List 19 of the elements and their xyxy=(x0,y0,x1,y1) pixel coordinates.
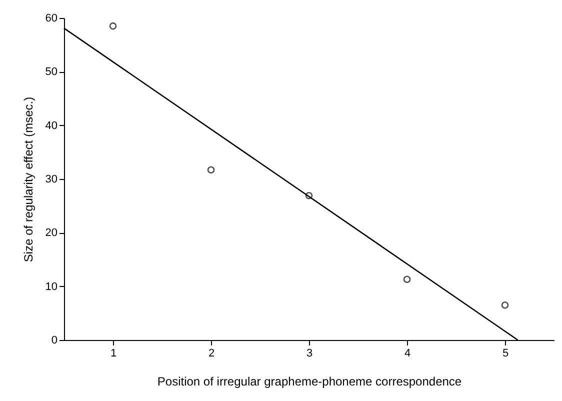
point xyxy=(109,22,117,30)
point xyxy=(207,166,215,174)
y-tick-label: 60 xyxy=(45,12,58,24)
y-tick-label: 0 xyxy=(51,334,58,346)
point xyxy=(403,276,411,283)
y-axis-title: Size of regularity effect (msec.) xyxy=(21,96,36,262)
x-tick-label: 2 xyxy=(208,348,215,360)
y-tick-label: 30 xyxy=(45,174,58,186)
x-tick-label: 5 xyxy=(502,348,509,360)
x-tick-label: 4 xyxy=(404,348,411,360)
x-tick-label: 1 xyxy=(110,348,117,360)
x-tick-label: 3 xyxy=(306,348,313,360)
y-tick-label: 40 xyxy=(45,120,58,132)
point xyxy=(501,301,509,309)
y-tick-label: 20 xyxy=(45,227,58,240)
x-axis-title: Position of irregular grapheme-phoneme correspondence xyxy=(157,374,462,388)
point xyxy=(305,192,313,200)
y-tick-label: 50 xyxy=(45,66,58,78)
y-tick-label: 10 xyxy=(45,280,58,293)
